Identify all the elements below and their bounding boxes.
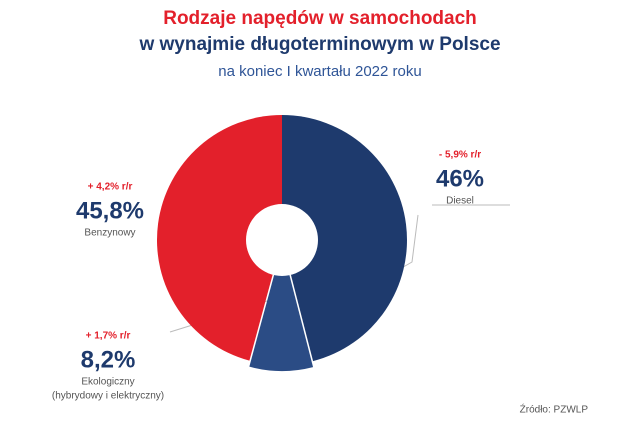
slice [249,245,314,371]
source: Źródło: PZWLP [520,403,589,416]
value-label: 45,8% [76,197,144,224]
donut-hole [246,204,318,276]
category-label: Ekologiczny [81,377,134,388]
category-label: Diesel [446,196,474,207]
category-label: Benzynowy [84,228,135,239]
annotation: (hybrydowy i elektryczny) [52,391,164,402]
change-label: + 4,2% r/r [88,182,133,193]
chart-title: w wynajmie długoterminowym w Polsce [138,34,500,55]
slice [282,114,408,362]
change-label: + 1,7% r/r [86,331,131,342]
value-label: 46% [436,165,484,192]
chart-title: Rodzaje napędów w samochodach [163,8,477,29]
change-label: - 5,9% r/r [439,150,481,161]
chart-subtitle: na koniec I kwartału 2022 roku [218,63,421,80]
value-label: 8,2% [81,346,136,373]
slice [157,115,282,361]
